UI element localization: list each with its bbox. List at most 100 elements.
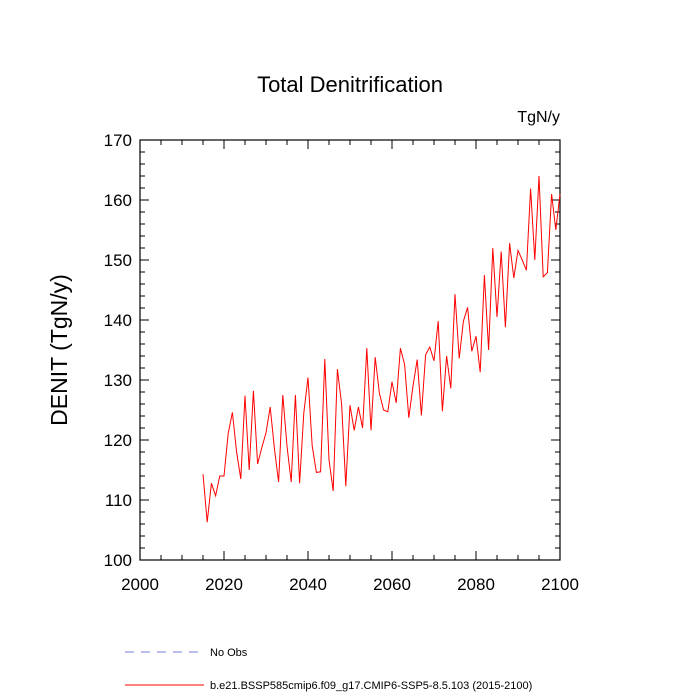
data-point	[425, 354, 426, 355]
data-point	[383, 410, 384, 411]
y-tick-label: 110	[105, 491, 132, 510]
data-point	[492, 248, 493, 249]
y-tick-label: 120	[104, 431, 132, 450]
data-point	[429, 347, 430, 348]
data-point	[341, 404, 342, 405]
data-point	[345, 486, 346, 487]
data-point	[358, 407, 359, 408]
data-point	[274, 448, 275, 449]
x-tick-label: 2020	[205, 575, 243, 594]
data-point	[211, 483, 212, 484]
data-point	[497, 317, 498, 318]
data-point	[446, 356, 447, 357]
data-point	[455, 294, 456, 295]
data-point	[299, 483, 300, 484]
y-tick-label: 130	[104, 371, 132, 390]
data-point	[484, 275, 485, 276]
data-point	[228, 433, 229, 434]
legend-label-ssp585: b.e21.BSSP585cmip6.f09_g17.CMIP6-SSP5-8.…	[210, 680, 532, 692]
y-tick-label: 140	[104, 311, 132, 330]
data-point	[232, 412, 233, 413]
y-tick-label: 170	[104, 131, 132, 150]
x-tick-label: 2080	[457, 575, 495, 594]
data-point	[509, 243, 510, 244]
data-point	[442, 411, 443, 412]
data-point	[421, 415, 422, 416]
data-point	[530, 188, 531, 189]
data-point	[471, 351, 472, 352]
legend-label-no-obs: No Obs	[210, 647, 248, 659]
data-point	[245, 395, 246, 396]
data-point	[501, 251, 502, 252]
data-point	[333, 491, 334, 492]
data-point	[379, 393, 380, 394]
plot-frame	[139, 139, 561, 561]
data-point	[526, 270, 527, 271]
data-point	[518, 250, 519, 251]
data-point	[303, 413, 304, 414]
data-point	[362, 428, 363, 429]
data-point	[249, 470, 250, 471]
data-point	[551, 194, 552, 195]
units-label: TgN/y	[517, 109, 560, 126]
data-point	[366, 348, 367, 349]
data-point	[434, 360, 435, 361]
data-point	[295, 395, 296, 396]
data-point	[282, 395, 283, 396]
data-point	[337, 369, 338, 370]
data-point	[417, 359, 418, 360]
data-point	[459, 358, 460, 359]
data-point	[354, 430, 355, 431]
data-point	[400, 348, 401, 349]
x-tick-label: 2060	[373, 575, 411, 594]
data-point	[408, 417, 409, 418]
data-point	[207, 522, 208, 523]
data-point	[240, 479, 241, 480]
data-point	[463, 321, 464, 322]
data-point	[480, 372, 481, 373]
data-point	[539, 176, 540, 177]
y-tick-label: 100	[104, 551, 132, 570]
data-point	[488, 350, 489, 351]
data-point	[560, 194, 561, 195]
data-point	[387, 411, 388, 412]
data-point	[543, 276, 544, 277]
axis-tick-labels: 2000 2020 2040 2060 2080 2100 100 110 120 130 140 1…	[104, 131, 579, 594]
data-point	[547, 272, 548, 273]
data-point	[224, 476, 225, 477]
data-point	[522, 260, 523, 261]
data-point	[375, 357, 376, 358]
legend: No Obs b.e21.BSSP585cmip6.f09_g17.CMIP6-…	[125, 647, 532, 692]
data-point	[324, 359, 325, 360]
data-point	[329, 459, 330, 460]
data-point	[555, 230, 556, 231]
data-point	[450, 388, 451, 389]
series-line-ssp585	[202, 175, 561, 523]
data-point	[219, 476, 220, 477]
axis-ticks	[139, 139, 561, 561]
data-point	[392, 381, 393, 382]
y-tick-label: 150	[104, 251, 132, 270]
data-point	[413, 386, 414, 387]
data-point	[320, 471, 321, 472]
data-point	[278, 482, 279, 483]
data-point	[513, 278, 514, 279]
x-tick-label: 2000	[121, 575, 159, 594]
data-point	[261, 447, 262, 448]
series-points	[203, 176, 561, 523]
data-point	[257, 464, 258, 465]
data-point	[236, 452, 237, 453]
data-point	[396, 402, 397, 403]
x-tick-label: 2100	[541, 575, 579, 594]
data-point	[350, 405, 351, 406]
data-point	[404, 364, 405, 365]
data-point	[291, 482, 292, 483]
data-point	[312, 446, 313, 447]
y-axis-label: DENIT (TgN/y)	[46, 274, 72, 426]
data-point	[287, 446, 288, 447]
data-point	[253, 390, 254, 391]
data-point	[467, 307, 468, 308]
y-tick-label: 160	[104, 191, 132, 210]
chart-title: Total Denitrification	[257, 72, 443, 97]
